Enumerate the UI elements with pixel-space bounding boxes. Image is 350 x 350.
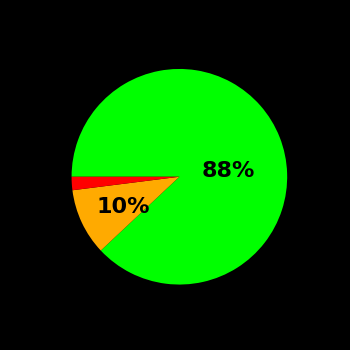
Wedge shape [72, 177, 179, 251]
Text: 10%: 10% [97, 197, 150, 217]
Wedge shape [71, 177, 179, 190]
Text: 88%: 88% [201, 161, 254, 181]
Wedge shape [71, 69, 287, 285]
